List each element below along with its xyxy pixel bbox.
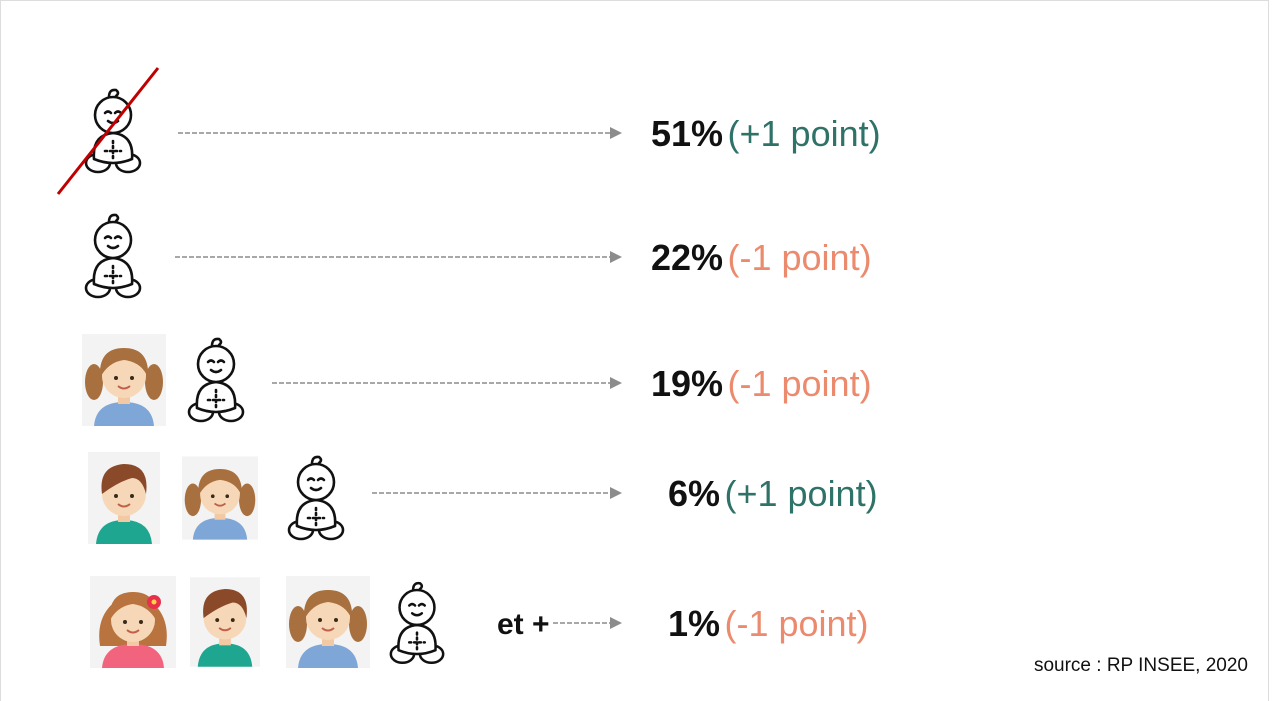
change: (+1 point) [724, 473, 877, 514]
girl-icon [286, 576, 370, 668]
row-text: 6% (+1 point) [668, 473, 878, 514]
slide: et + source : RP INSEE, 2020 51% (+1 poi… [0, 0, 1273, 701]
percent: 22% [651, 237, 723, 278]
baby-icon [391, 583, 443, 663]
baby-icon [289, 457, 343, 539]
change: (-1 point) [724, 603, 868, 644]
boy-icon [190, 577, 260, 666]
percent: 6% [668, 473, 720, 514]
baby-icon [86, 215, 140, 297]
row-text: 1% (-1 point) [668, 603, 869, 644]
row-text: 22% (-1 point) [651, 237, 872, 278]
change: (-1 point) [728, 363, 872, 404]
girl-icon [82, 334, 166, 426]
percent: 19% [651, 363, 723, 404]
cross-line [58, 68, 158, 194]
arrow-head [610, 617, 622, 629]
arrow-head [610, 487, 622, 499]
boy-icon [88, 452, 160, 544]
arrow-head [610, 251, 622, 263]
percent: 51% [651, 113, 723, 154]
baby-icon [189, 339, 243, 421]
row-text: 19% (-1 point) [651, 363, 872, 404]
source: source : RP INSEE, 2020 [1034, 655, 1248, 676]
change: (+1 point) [728, 113, 881, 154]
percent: 1% [668, 603, 720, 644]
change: (-1 point) [728, 237, 872, 278]
girl-icon [182, 456, 258, 539]
girl-flower-icon [90, 576, 176, 668]
arrow-head [610, 127, 622, 139]
more-label: et + [497, 608, 550, 641]
row-text: 51% (+1 point) [651, 113, 881, 154]
arrow-head [610, 377, 622, 389]
